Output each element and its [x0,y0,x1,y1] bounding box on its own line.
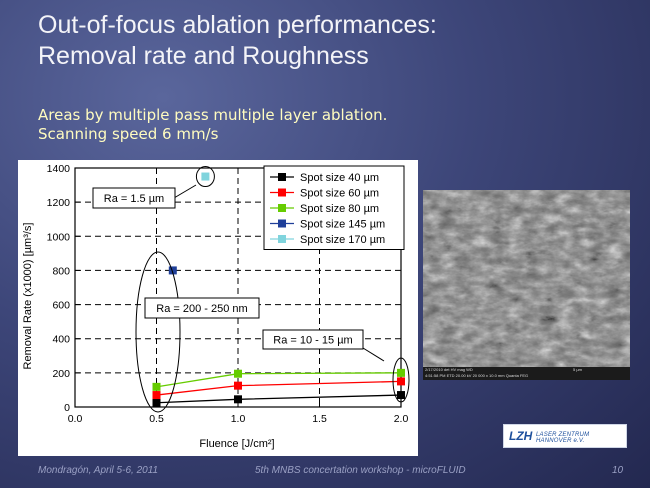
series-4 [201,172,210,181]
annotation-ra-10-15-box [262,329,364,350]
sem-info-left: 2/17/2010 det HV mag WD [425,367,473,372]
slide-subtitle-line1: Areas by multiple pass multiple layer ab… [38,106,388,124]
y-tick-label: 0 [64,402,70,414]
annotation-ra-10-15: Ra = 10 - 15 µm [262,329,364,350]
series-3 [168,266,177,275]
sem-micrograph: 2/17/2010 det HV mag WD 5 µm 4:51:58 PM … [423,190,630,380]
series-line [156,380,402,396]
legend-label: Spot size 80 µm [300,203,379,215]
data-point [397,391,405,400]
data-point [234,395,242,404]
legend-swatch-marker [278,219,286,228]
legend-swatch-marker [278,204,286,212]
series-0 [152,391,405,407]
lzh-logo: LZH LASER ZENTRUM HANNOVER e.V. [503,424,627,448]
data-point [201,172,210,181]
callout-line-3 [362,347,385,362]
legend-label: Spot size 170 µm [300,234,385,246]
logo-text: LASER ZENTRUM HANNOVER e.V. [536,432,590,444]
sem-info-bottom: 4:51:58 PM ETD 20.00 kV 20 000 x 10.0 mm… [425,373,529,378]
footer-event: 5th MNBS concertation workshop - microFL… [255,465,466,476]
legend-swatch-marker [278,173,286,181]
data-point [152,382,161,391]
y-tick-label: 400 [52,334,70,346]
highlight-ellipse-high-fluence [392,357,410,403]
y-tick-label: 800 [52,265,70,277]
slide-title-line1: Out-of-focus ablation performances: [38,11,437,39]
y-tick-label: 600 [52,300,70,312]
chart-annotations: Ra = 1.5 µm Ra = 200 - 250 nm Ra = 10 - 15… [92,166,410,413]
data-point [152,398,161,407]
x-axis-label: Fluence [J/cm²] [199,438,274,450]
x-tick-label: 0.0 [68,413,83,425]
legend-label: Spot size 40 µm [300,172,379,184]
y-tick-label: 1000 [47,231,71,243]
slide-number: 10 [612,465,624,476]
chart-legend: Spot size 40 µm Spot size 60 µm Spot size … [263,165,405,250]
data-point [397,377,405,386]
logo-mark: LZH [509,429,533,443]
highlight-ellipse-170 [195,166,215,188]
annotation-ra-1-5-box [92,187,176,209]
chart-ticks: 0.0 0.5 1.0 1.5 2.0 0 200 400 600 800 1000 1200 1400 [47,163,409,425]
series-1 [152,377,405,400]
y-tick-label: 1200 [47,197,71,209]
data-point [234,381,242,390]
callout-line-1 [173,184,197,199]
annotation-ra-1-5: Ra = 1.5 µm [92,187,176,209]
data-point [168,266,177,275]
data-point [234,369,242,378]
slide-title: Out-of-focus ablation performances: Remo… [38,10,437,72]
legend-swatch-marker [278,235,286,243]
y-tick-label: 200 [52,368,70,380]
slide-title-line2: Removal rate and Roughness [38,42,369,70]
annotation-ra-200-250-box [144,297,260,319]
x-tick-label: 1.0 [231,413,246,425]
sem-texture [423,190,630,380]
annotation-ra-200-250-text: Ra = 200 - 250 nm [156,303,247,315]
footer-location-date: Mondragón, April 5-6, 2011 [38,465,159,476]
slide-subtitle-line2: Scanning speed 6 mm/s [38,125,219,143]
chart-series [152,172,405,407]
series-2 [152,368,405,391]
annotation-ra-200-250: Ra = 200 - 250 nm [144,297,260,319]
annotation-ra-10-15-text: Ra = 10 - 15 µm [273,335,352,347]
slide-subtitle: Areas by multiple pass multiple layer ab… [38,106,387,144]
sem-info-right: 5 µm [573,367,582,372]
annotation-ra-1-5-text: Ra = 1.5 µm [104,193,164,205]
removal-rate-chart: 0.0 0.5 1.0 1.5 2.0 0 200 400 600 800 1000 1200 1400… [22,163,410,450]
legend-label: Spot size 145 µm [300,219,385,231]
legend-swatch-marker [278,188,286,197]
x-tick-label: 1.5 [312,413,327,425]
data-point [152,391,161,400]
y-tick-label: 1400 [47,163,71,175]
y-axis-label: Removal Rate (x1000) [µm³/s] [22,223,34,370]
sem-info-bar: 2/17/2010 det HV mag WD 5 µm 4:51:58 PM … [423,367,630,380]
x-tick-label: 0.5 [149,413,164,425]
highlight-ellipse-low-fluence [135,251,181,413]
series-line [156,394,402,404]
legend-label: Spot size 60 µm [300,188,379,200]
chart-panel: 0.0 0.5 1.0 1.5 2.0 0 200 400 600 800 1000 1200 1400… [18,160,418,456]
x-tick-label: 2.0 [394,413,409,425]
data-point [397,368,405,377]
